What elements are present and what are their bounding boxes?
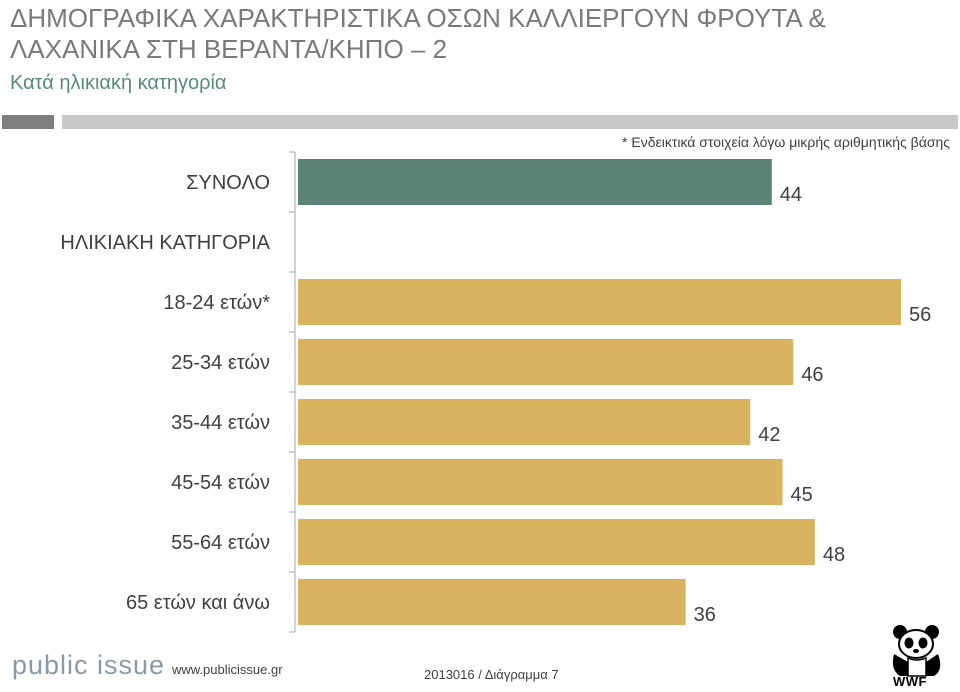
bar-age-group [298, 459, 783, 505]
chart-title-line2: ΛΑΧΑΝΙΚΑ ΣΤΗ ΒΕΡΑΝΤΑ/ΚΗΠΟ – 2 [10, 34, 448, 64]
category-label: 35-44 ετών [171, 412, 270, 434]
public-issue-logo: public issue [12, 650, 166, 680]
header-divider-dark [2, 115, 54, 129]
category-label: 65 ετών και άνω [126, 592, 270, 614]
category-label: 45-54 ετών [171, 472, 270, 494]
footer-url: www.publicissue.gr [172, 662, 283, 677]
value-label: 36 [694, 604, 716, 626]
bar-age-group [298, 279, 901, 325]
value-label: 42 [758, 424, 780, 446]
footer-code: 2013016 / Διάγραμμα 7 [424, 667, 559, 682]
bar-age-group [298, 399, 751, 445]
category-label: 55-64 ετών [171, 532, 270, 554]
chart-title-line1: ΔΗΜΟΓΡΑΦΙΚΑ ΧΑΡΑΚΤΗΡΙΣΤΙΚΑ ΟΣΩΝ ΚΑΛΛΙΕΡΓ… [10, 3, 826, 33]
value-label: 44 [780, 184, 802, 206]
value-label: 46 [801, 364, 823, 386]
chart-title: ΔΗΜΟΓΡΑΦΙΚΑ ΧΑΡΑΚΤΗΡΙΣΤΙΚΑ ΟΣΩΝ ΚΑΛΛΙΕΡΓ… [10, 3, 826, 65]
bar-age-group [298, 339, 794, 385]
bar-age-group [298, 519, 815, 565]
category-label: 25-34 ετών [171, 352, 270, 374]
category-label: ΣΥΝΟΛΟ [186, 172, 270, 194]
wwf-panda-icon [892, 625, 941, 677]
chart-subtitle: Κατά ηλικιακή κατηγορία [10, 72, 227, 94]
bar-total [298, 159, 772, 205]
value-label: 45 [791, 484, 813, 506]
axis [289, 151, 296, 633]
category-label: ΗΛΙΚΙΑΚΗ ΚΑΤΗΓΟΡΙΑ [60, 232, 270, 254]
wwf-brand-text: WWF [893, 674, 927, 689]
labels: ΣΥΝΟΛΟ 44 ΗΛΙΚΙΑΚΗ ΚΑΤΗΓΟΡΙΑ 18-24 ετών* 56 2… [60, 172, 931, 626]
footnote: * Ενδεικτικά στοιχεία λόγω μικρής αριθμη… [622, 134, 950, 150]
value-label: 48 [823, 544, 845, 566]
bar-age-group [298, 579, 686, 625]
header-divider-light [62, 115, 958, 129]
category-label: 18-24 ετών* [163, 292, 270, 314]
bars [298, 159, 901, 625]
value-label: 56 [909, 304, 931, 326]
